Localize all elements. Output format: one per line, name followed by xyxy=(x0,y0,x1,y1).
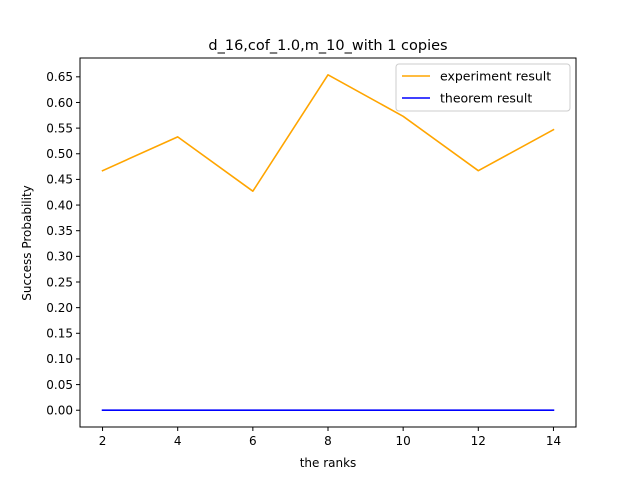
legend-box xyxy=(395,63,571,112)
y-tick-label: 0.45 xyxy=(46,173,73,187)
y-tick-label: 0.20 xyxy=(46,301,73,315)
series-line-experiment xyxy=(101,73,555,193)
chart-title: d_16,cof_1.0,m_10_with 1 copies xyxy=(208,38,447,54)
y-tick-label: 0.15 xyxy=(46,327,73,341)
x-tick-label: 6 xyxy=(249,434,257,448)
y-tick-label: 0.50 xyxy=(46,147,73,161)
y-tick-label: 0.25 xyxy=(46,275,73,289)
x-tick-label: 14 xyxy=(546,434,561,448)
x-axis-label: the ranks xyxy=(300,456,357,470)
x-tick-label: 4 xyxy=(174,434,182,448)
y-tick-label: 0.40 xyxy=(46,198,73,212)
x-tick-label: 2 xyxy=(99,434,107,448)
plot-area: 2 4 6 8 10 12 14 0.00 0.05 0.10 0.15 0.20 0.25 0.30 0.… xyxy=(46,57,577,448)
y-tick-label: 0.55 xyxy=(46,121,73,135)
y-axis-label: Success Probability xyxy=(20,185,34,301)
y-tick-label: 0.10 xyxy=(46,352,73,366)
x-tick-label: 12 xyxy=(471,434,486,448)
y-tick-label: 0.30 xyxy=(46,250,73,264)
legend-label: experiment result xyxy=(440,69,551,84)
legend-label: theorem result xyxy=(440,91,532,106)
y-tick-label: 0.60 xyxy=(46,96,73,110)
x-tick-label: 8 xyxy=(324,434,332,448)
legend: experiment result theorem result xyxy=(395,63,571,112)
y-tick-label: 0.35 xyxy=(46,224,73,238)
x-tick-label: 10 xyxy=(396,434,411,448)
y-tick-label: 0.00 xyxy=(46,404,73,418)
y-tick-label: 0.05 xyxy=(46,378,73,392)
y-tick-label: 0.65 xyxy=(46,70,73,84)
